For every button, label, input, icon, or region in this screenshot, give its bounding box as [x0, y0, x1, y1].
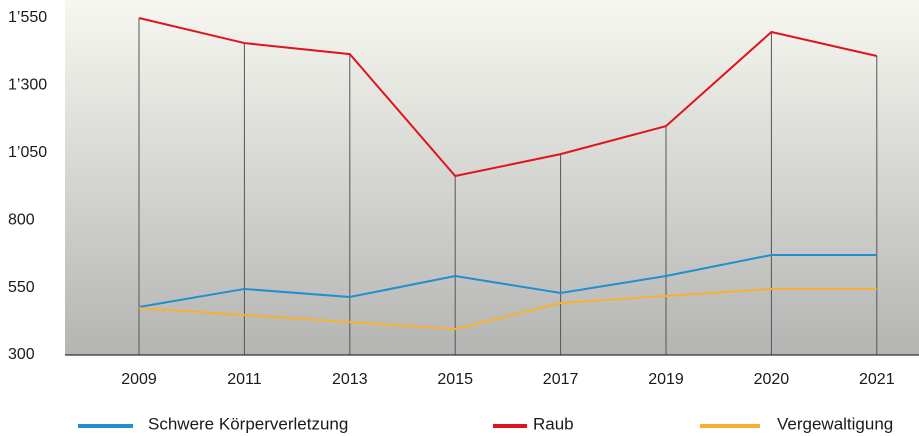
- line-series: [138, 287, 877, 331]
- y-tick-label: 1’550: [8, 9, 47, 26]
- x-tick-label: 2015: [437, 371, 473, 388]
- y-tick-label: 300: [8, 346, 35, 363]
- x-tick-label: 2020: [754, 371, 790, 388]
- legend-label: Vergewaltigung: [777, 414, 893, 433]
- x-tick-label: 2009: [121, 371, 157, 388]
- line-series: [138, 253, 877, 308]
- line-series: [138, 17, 878, 178]
- x-tick-label: 2021: [859, 371, 895, 388]
- plot-background: [65, 0, 919, 355]
- y-tick-label: 1’300: [8, 77, 47, 94]
- x-tick-label: 2019: [648, 371, 684, 388]
- y-tick-label: 800: [8, 211, 35, 228]
- x-tick-label: 2011: [227, 371, 262, 388]
- x-tick-label: 2017: [543, 371, 579, 388]
- legend-label: Schwere Körperverletzung: [148, 414, 348, 433]
- y-tick-label: 1’050: [8, 144, 47, 161]
- y-tick-label: 550: [8, 279, 35, 296]
- x-tick-label: 2013: [332, 371, 368, 388]
- legend-label: Raub: [533, 414, 574, 433]
